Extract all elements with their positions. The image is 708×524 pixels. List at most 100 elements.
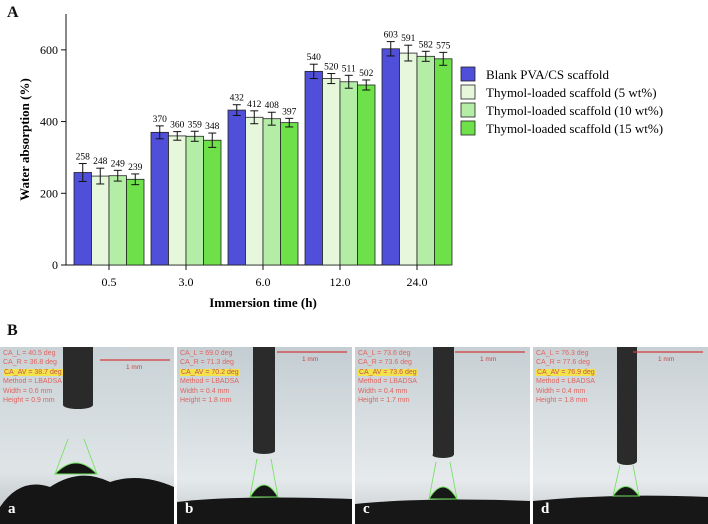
data-label: 502	[359, 69, 374, 79]
data-label: 239	[128, 163, 143, 173]
bar	[245, 116, 264, 266]
legend-entry: Thymol-loaded scaffold (15 wt%)	[486, 121, 663, 136]
bar	[381, 48, 400, 266]
data-label: 511	[342, 64, 356, 74]
y-tick-label: 200	[40, 186, 58, 200]
readout-line: CA_R = 71.3 deg	[180, 359, 234, 367]
readout-line: Height = 1.7 mm	[358, 397, 410, 405]
readout-line: CA_L = 76.3 deg	[536, 350, 589, 357]
data-label: 603	[384, 31, 399, 41]
bar	[357, 84, 376, 266]
bar	[91, 175, 110, 266]
data-label: 397	[282, 107, 297, 117]
bar	[73, 172, 92, 266]
x-tick-label: 24.0	[407, 275, 428, 289]
readout-line: Method = LBADSA	[536, 378, 595, 386]
readout-line: CA_L = 69.0 deg	[180, 350, 233, 357]
data-label: 248	[93, 157, 108, 167]
measurement-readout-c: CA_L = 73.6 deg CA_R = 73.6 deg CA_AV = 73…	[358, 349, 418, 405]
readout-line: Width = 0.6 mm	[3, 387, 53, 395]
readout-line: Height = 1.8 mm	[180, 397, 232, 405]
data-label: 370	[153, 115, 168, 125]
y-tick-label: 600	[40, 43, 58, 57]
legend-entry: Blank PVA/CS scaffold	[486, 67, 610, 82]
bar	[322, 78, 341, 266]
photo-letter-d: d	[541, 501, 550, 517]
x-axis-label: Immersion time (h)	[209, 295, 317, 310]
readout-line: CA_AV = 73.6 deg	[358, 368, 418, 376]
bar	[185, 135, 204, 266]
data-label: 348	[205, 122, 220, 132]
scale-bar-label-b: 1 mm	[302, 356, 319, 363]
y-axis-label: Water absorption (%)	[17, 78, 32, 201]
panel-label-a: A	[7, 4, 19, 21]
readout-line: CA_L = 73.6 deg	[358, 350, 411, 357]
photo-letter-c: c	[363, 501, 370, 517]
bar	[339, 81, 358, 266]
scale-bar-label-c: 1 mm	[480, 356, 497, 363]
readout-line: Method = LBADSA	[3, 378, 62, 386]
data-label: 540	[307, 53, 322, 63]
data-label: 575	[436, 41, 451, 51]
readout-line: CA_L = 40.5 deg	[3, 350, 56, 357]
bar	[416, 55, 435, 266]
measurement-readout-d: CA_L = 76.3 deg CA_R = 77.6 deg CA_AV = 76…	[536, 349, 596, 405]
bar	[150, 131, 169, 266]
bar	[434, 58, 453, 266]
legend-entry: Thymol-loaded scaffold (5 wt%)	[486, 85, 657, 100]
bar	[203, 139, 222, 266]
bar	[304, 70, 323, 266]
readout-line: CA_AV = 38.7 deg	[3, 368, 63, 376]
bar	[126, 178, 145, 266]
legend-swatch	[460, 66, 476, 82]
photo-letter-a: a	[8, 501, 16, 517]
data-label: 432	[230, 94, 245, 104]
legend-swatch	[460, 120, 476, 136]
readout-line: CA_R = 77.6 deg	[536, 359, 590, 367]
data-label: 591	[401, 34, 416, 44]
bar	[280, 122, 299, 266]
data-label: 359	[188, 120, 203, 130]
data-label: 360	[170, 121, 185, 131]
bar	[108, 175, 127, 266]
photo-b: CA_L = 69.0 deg CA_R = 71.3 deg CA_AV = 70…	[177, 347, 352, 524]
photo-c: CA_L = 73.6 deg CA_R = 73.6 deg CA_AV = 73…	[355, 347, 530, 524]
readout-line: Height = 0.9 mm	[3, 397, 55, 405]
photo-letter-b: b	[185, 501, 194, 517]
scale-bar-label-a: 1 mm	[126, 364, 143, 371]
data-label: 582	[419, 40, 434, 50]
legend-entry: Thymol-loaded scaffold (10 wt%)	[486, 103, 663, 118]
x-tick-label: 12.0	[330, 275, 351, 289]
readout-line: Height = 1.8 mm	[536, 397, 588, 405]
legend-swatch	[460, 102, 476, 118]
x-tick-label: 0.5	[102, 275, 117, 289]
bar	[262, 118, 281, 266]
data-label: 412	[247, 100, 262, 110]
data-label: 258	[76, 153, 91, 163]
measurement-readout-b: CA_L = 69.0 deg CA_R = 71.3 deg CA_AV = 70…	[180, 349, 240, 405]
data-label: 408	[265, 101, 280, 111]
readout-line: CA_R = 73.6 deg	[358, 359, 412, 367]
readout-line: Method = LBADSA	[358, 378, 417, 386]
bar	[227, 109, 246, 266]
data-label: 249	[111, 159, 126, 169]
readout-line: CA_AV = 70.2 deg	[180, 368, 240, 376]
bar	[168, 135, 187, 266]
readout-line: Method = LBADSA	[180, 378, 239, 386]
scale-bar-label-d: 1 mm	[658, 356, 675, 363]
x-tick-label: 6.0	[256, 275, 271, 289]
y-tick-label: 400	[40, 115, 58, 129]
readout-line: CA_R = 36.8 deg	[3, 359, 57, 367]
readout-line: Width = 0.4 mm	[180, 387, 230, 395]
bar	[399, 52, 418, 266]
legend-swatch	[460, 84, 476, 100]
readout-line: Width = 0.4 mm	[536, 387, 586, 395]
readout-line: CA_AV = 76.9 deg	[536, 368, 596, 376]
y-tick-label: 0	[52, 258, 58, 272]
panel-label-b: B	[7, 322, 18, 339]
contact-angle-photos: CA_L = 40.5 deg CA_R = 36.8 deg CA_AV = 38…	[0, 347, 708, 524]
measurement-readout-a: CA_L = 40.5 deg CA_R = 36.8 deg CA_AV = 38…	[3, 349, 63, 405]
readout-line: Width = 0.4 mm	[358, 387, 408, 395]
x-tick-label: 3.0	[179, 275, 194, 289]
